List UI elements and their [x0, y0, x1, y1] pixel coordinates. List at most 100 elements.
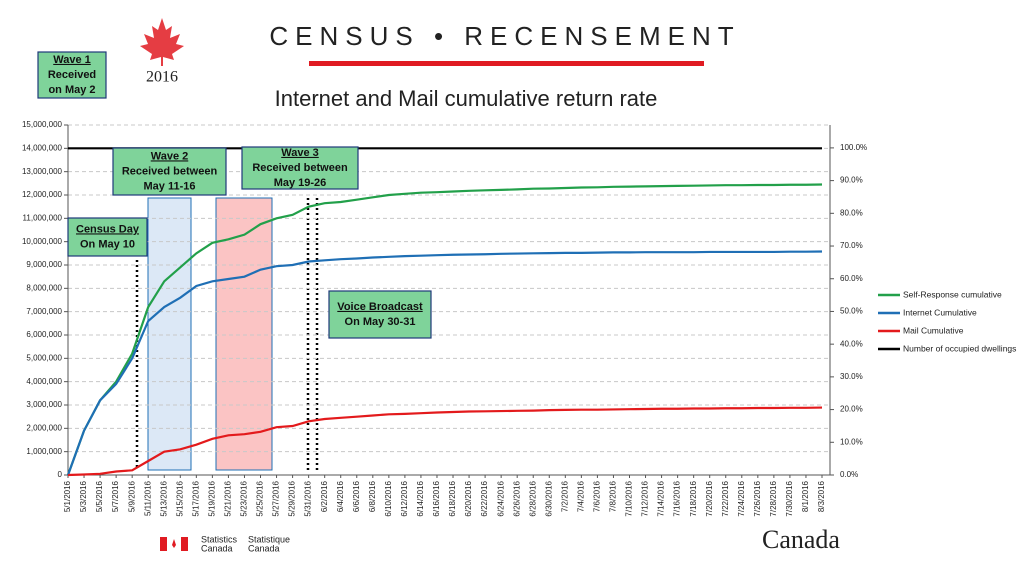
series-line	[66, 183, 823, 476]
x-tick-label: 6/30/2016	[544, 480, 553, 516]
y-tick-label: 2,000,000	[26, 423, 62, 432]
y2-tick-label: 100.0%	[840, 143, 867, 152]
x-tick-label: 5/1/2016	[63, 480, 72, 512]
legend-label: Internet Cumulative	[903, 307, 977, 317]
x-tick-label: 6/4/2016	[336, 480, 345, 512]
y-tick-label: 1,000,000	[26, 447, 62, 456]
y-tick-label: 3,000,000	[26, 400, 62, 409]
y-tick-label: 10,000,000	[22, 237, 63, 246]
footer-text: Statistique	[248, 534, 290, 544]
y2-tick-label: 60.0%	[840, 274, 863, 283]
y-tick-label: 12,000,000	[22, 190, 63, 199]
x-tick-label: 6/18/2016	[448, 480, 457, 516]
x-tick-label: 6/8/2016	[368, 480, 377, 512]
y-tick-label: 0	[58, 470, 63, 479]
annotation-text: Received between	[252, 162, 348, 174]
x-tick-label: 7/18/2016	[689, 480, 698, 516]
x-tick-label: 5/25/2016	[256, 480, 265, 516]
annotation-title: Wave 1	[53, 54, 91, 66]
x-tick-label: 6/22/2016	[480, 480, 489, 516]
wave3-span	[215, 197, 273, 471]
x-tick-label: 7/30/2016	[785, 480, 794, 516]
x-tick-label: 6/26/2016	[512, 480, 521, 516]
y2-tick-label: 50.0%	[840, 307, 863, 316]
y2-tick-label: 70.0%	[840, 241, 863, 250]
flag-leaf	[172, 539, 176, 548]
x-tick-label: 5/3/2016	[79, 480, 88, 512]
x-tick-label: 7/20/2016	[705, 480, 714, 516]
y2-tick-label: 80.0%	[840, 208, 863, 217]
x-tick-label: 7/12/2016	[641, 480, 650, 516]
x-tick-label: 5/11/2016	[143, 480, 152, 516]
leaf-icon	[140, 18, 184, 66]
canada-wordmark: Canada	[762, 525, 840, 554]
series-line	[67, 406, 823, 477]
census-wordmark: CENSUS • RECENSEMENT	[269, 21, 740, 51]
x-tick-label: 6/20/2016	[464, 480, 473, 516]
annotation-title: Wave 3	[281, 147, 319, 159]
annotation-title: Wave 2	[151, 150, 189, 162]
header-rule	[309, 61, 704, 66]
annotation-text: Received between	[122, 165, 218, 177]
y-tick-label: 14,000,000	[22, 143, 63, 152]
x-tick-label: 5/27/2016	[272, 480, 281, 516]
x-tick-label: 6/10/2016	[384, 480, 393, 516]
x-tick-label: 6/12/2016	[400, 480, 409, 516]
x-tick-label: 7/24/2016	[737, 480, 746, 516]
annotation-box	[241, 146, 359, 190]
legend-label: Mail Cumulative	[903, 325, 964, 335]
y-tick-label: 7,000,000	[26, 307, 62, 316]
x-tick-label: 7/4/2016	[576, 480, 585, 512]
y2-tick-label: 90.0%	[840, 176, 863, 185]
x-tick-label: 7/6/2016	[593, 480, 602, 512]
x-tick-label: 5/31/2016	[304, 480, 313, 516]
logo-year: 2016	[146, 69, 178, 86]
y-tick-label: 8,000,000	[26, 283, 62, 292]
footer-text: Canada	[248, 543, 280, 553]
x-tick-label: 7/28/2016	[769, 480, 778, 516]
x-tick-label: 6/14/2016	[416, 480, 425, 516]
y-tick-label: 13,000,000	[22, 167, 63, 176]
x-tick-label: 7/10/2016	[625, 480, 634, 516]
x-tick-label: 5/9/2016	[127, 480, 136, 512]
x-tick-label: 8/1/2016	[801, 480, 810, 512]
x-tick-label: 6/28/2016	[528, 480, 537, 516]
chart-title: Internet and Mail cumulative return rate	[275, 86, 658, 111]
y2-tick-label: 0.0%	[840, 470, 858, 479]
y2-tick-label: 20.0%	[840, 405, 863, 414]
legend-label: Number of occupied dwellings	[903, 343, 1016, 353]
x-tick-label: 7/26/2016	[753, 480, 762, 516]
x-tick-label: 7/14/2016	[657, 480, 666, 516]
x-tick-label: 5/19/2016	[207, 480, 216, 516]
y-tick-label: 5,000,000	[26, 353, 62, 362]
y-tick-label: 4,000,000	[26, 377, 62, 386]
x-tick-label: 6/16/2016	[432, 480, 441, 516]
y2-tick-label: 10.0%	[840, 437, 863, 446]
annotation-title: Voice Broadcast	[337, 301, 423, 313]
annotation-box	[328, 290, 432, 339]
annotation-box	[37, 51, 107, 99]
footer-text: Statistics	[201, 534, 238, 544]
annotation-text: On May 10	[80, 238, 135, 250]
annotation-title: Census Day	[76, 223, 140, 235]
x-tick-label: 5/21/2016	[224, 480, 233, 516]
footer-text: Canada	[201, 543, 233, 553]
footer: Statistics Canada Statistique Canada Can…	[160, 525, 840, 554]
annotation-text: May 19-26	[274, 177, 327, 189]
x-tick-label: 5/5/2016	[95, 480, 104, 512]
y2-tick-label: 30.0%	[840, 372, 863, 381]
y-tick-label: 6,000,000	[26, 330, 62, 339]
x-tick-label: 7/16/2016	[673, 480, 682, 516]
annotation-text: Received	[48, 69, 96, 81]
x-tick-label: 5/17/2016	[191, 480, 200, 516]
y-tick-label: 9,000,000	[26, 260, 62, 269]
x-tick-label: 7/2/2016	[560, 480, 569, 512]
x-tick-label: 5/13/2016	[159, 480, 168, 516]
legend-label: Self-Response cumulative	[903, 289, 1002, 299]
x-tick-label: 6/2/2016	[320, 480, 329, 512]
y2-tick-label: 40.0%	[840, 339, 863, 348]
x-tick-label: 8/3/2016	[817, 480, 826, 512]
annotation-box	[112, 147, 227, 196]
wave2-span	[147, 197, 192, 471]
